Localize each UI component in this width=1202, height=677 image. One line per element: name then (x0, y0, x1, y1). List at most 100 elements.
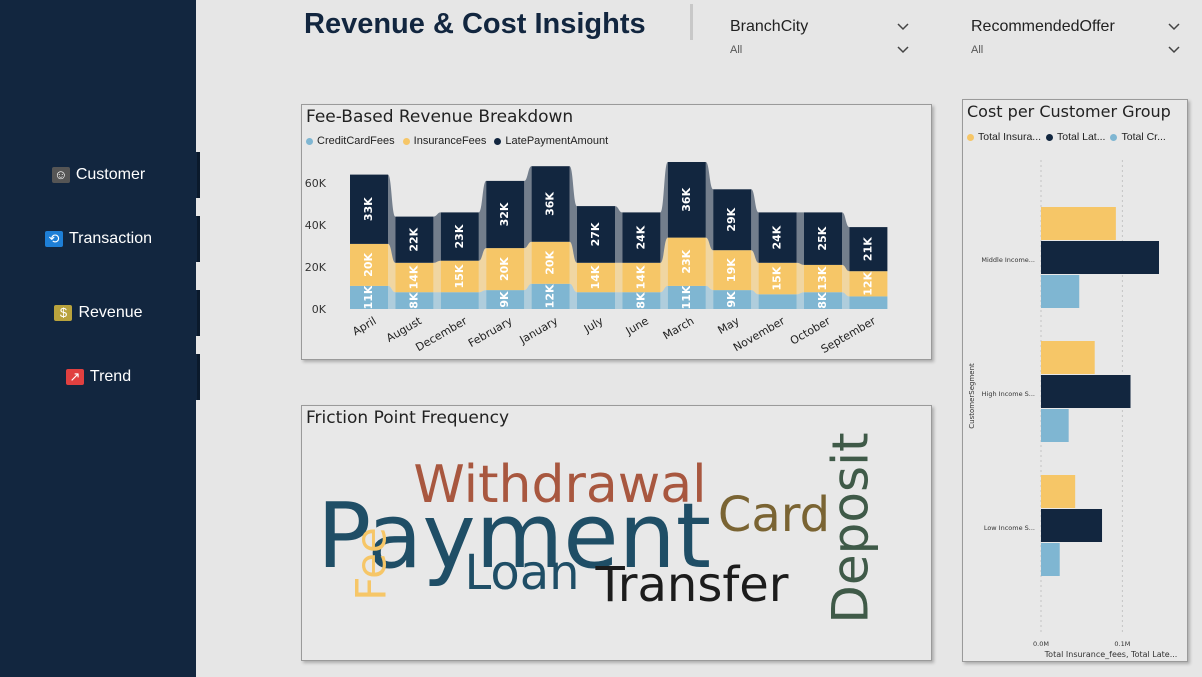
fee-ribbon-chart[interactable]: 0K20K40K60K11K20K33KApril8K14K22KAugust1… (302, 105, 931, 359)
bar-segment-LatePaymentAmount[interactable] (849, 227, 888, 272)
bar-segment-CreditCardFees[interactable] (577, 292, 615, 309)
chevron-down-icon[interactable] (1167, 43, 1181, 57)
legend-label: InsuranceFees (413, 135, 487, 147)
bar-Total Cr...[interactable] (1041, 275, 1080, 308)
nav-customer-button[interactable]: ☺ Customer (0, 152, 200, 198)
bar-segment-LatePaymentAmount[interactable] (758, 212, 797, 263)
bar-segment-InsuranceFees[interactable] (713, 250, 752, 291)
nav-label: Revenue (78, 304, 143, 321)
branchcity-slicer[interactable]: BranchCity All (730, 14, 910, 60)
legend-dot (1046, 133, 1054, 141)
bar-segment-CreditCardFees[interactable] (440, 292, 479, 309)
bar-segment-LatePaymentAmount[interactable] (486, 180, 525, 249)
bar-Total Cr...[interactable] (1041, 543, 1060, 576)
bar-segment-LatePaymentAmount[interactable] (531, 166, 570, 242)
cost-bar-chart[interactable]: Middle Income... High Income S... Low Inco… (963, 100, 1187, 661)
bar-segment-CreditCardFees[interactable] (350, 285, 388, 309)
bar-segment-CreditCardFees[interactable] (713, 290, 752, 309)
chevron-down-icon[interactable] (1167, 20, 1181, 34)
data-label: 21K (861, 237, 874, 261)
ribbon-CreditCardFees (751, 290, 759, 309)
ribbon-InsuranceFees (660, 237, 668, 293)
bar-segment-CreditCardFees[interactable] (531, 283, 570, 309)
bar-segment-CreditCardFees[interactable] (849, 296, 888, 309)
bar-Total Cr...[interactable] (1041, 409, 1069, 442)
sidebar (0, 0, 196, 677)
y-tick-label: Low Income S... (984, 524, 1035, 532)
ribbon-CreditCardFees (569, 283, 577, 309)
word-card[interactable]: Card (718, 487, 830, 543)
chevron-down-icon[interactable] (896, 20, 910, 34)
bar-Total Insura...[interactable] (1041, 207, 1116, 240)
bar-segment-CreditCardFees[interactable] (395, 292, 434, 309)
word-withdrawal[interactable]: Withdrawal (413, 455, 706, 515)
bar-segment-LatePaymentAmount[interactable] (713, 189, 752, 251)
data-label: 11K (362, 285, 375, 309)
bar-segment-LatePaymentAmount[interactable] (622, 212, 661, 263)
word-loan[interactable]: Loan (464, 545, 579, 601)
y-tick-label: 60K (305, 177, 327, 190)
friction-wordcloud-card: Friction Point Frequency Payment Withdraw… (301, 405, 932, 661)
bar-segment-CreditCardFees[interactable] (804, 292, 842, 309)
bar-segment-LatePaymentAmount[interactable] (440, 212, 479, 261)
ribbon-LatePaymentAmount (705, 162, 714, 251)
bar-segment-InsuranceFees[interactable] (350, 243, 388, 286)
legend-item-late[interactable]: LatePaymentAmount (494, 135, 608, 147)
bar-Total Insura...[interactable] (1041, 475, 1076, 508)
bar-segment-InsuranceFees[interactable] (667, 237, 706, 286)
legend-label: Total Lat... (1057, 131, 1106, 143)
word-transfer[interactable]: Transfer (594, 557, 788, 613)
bar-segment-LatePaymentAmount[interactable] (804, 212, 842, 265)
bar-Total Lat...[interactable] (1041, 509, 1103, 542)
bar-segment-InsuranceFees[interactable] (849, 271, 888, 297)
chevron-down-icon[interactable] (896, 43, 910, 57)
bar-segment-InsuranceFees[interactable] (577, 262, 615, 293)
slicer-label: RecommendedOffer (971, 18, 1115, 35)
recommendedoffer-slicer[interactable]: RecommendedOffer All (971, 14, 1181, 60)
word-payment[interactable]: Payment (317, 484, 711, 589)
ribbon-LatePaymentAmount (524, 166, 532, 249)
bar-segment-CreditCardFees[interactable] (622, 292, 661, 309)
ribbon-InsuranceFees (388, 243, 396, 293)
x-tick-label: 0.0M (1033, 640, 1049, 648)
ribbon-LatePaymentAmount (615, 206, 623, 263)
legend-item-insurance[interactable]: InsuranceFees (402, 135, 487, 147)
bar-Total Lat...[interactable] (1041, 241, 1159, 274)
legend-dot (306, 137, 313, 145)
legend-item-late[interactable]: Total Lat... (1046, 131, 1105, 143)
bar-segment-CreditCardFees[interactable] (486, 290, 525, 309)
bar-segment-InsuranceFees[interactable] (622, 262, 661, 293)
legend-item-insurance[interactable]: Total Insura... (967, 131, 1041, 143)
data-label: 8K (816, 292, 829, 309)
nav-trend-button[interactable]: ↗ Trend (0, 354, 200, 400)
legend-item-credit[interactable]: CreditCardFees (306, 135, 395, 147)
bar-segment-InsuranceFees[interactable] (395, 262, 434, 293)
nav-revenue-button[interactable]: $ Revenue (0, 290, 200, 336)
bar-segment-LatePaymentAmount[interactable] (667, 162, 706, 238)
data-label: 22K (407, 227, 420, 251)
x-tick-label: May (715, 314, 742, 337)
bar-Total Insura...[interactable] (1041, 341, 1095, 374)
bar-segment-CreditCardFees[interactable] (667, 285, 706, 309)
bar-segment-InsuranceFees[interactable] (486, 248, 525, 291)
cost-customer-card: Cost per Customer Group Total Insura... … (962, 99, 1188, 662)
slicer-label: BranchCity (730, 18, 809, 35)
nav-transaction-button[interactable]: ⟲ Transaction (0, 216, 200, 262)
bar-segment-InsuranceFees[interactable] (531, 241, 570, 284)
ribbon-CreditCardFees (796, 292, 804, 309)
bar-segment-LatePaymentAmount[interactable] (350, 174, 388, 244)
word-deposit[interactable]: Deposit (822, 432, 880, 623)
ribbon-LatePaymentAmount (751, 189, 759, 263)
legend-item-credit[interactable]: Total Cr... (1110, 131, 1166, 143)
legend-dot (1110, 133, 1118, 141)
bar-segment-CreditCardFees[interactable] (758, 294, 797, 309)
bar-segment-LatePaymentAmount[interactable] (395, 216, 434, 263)
bar-segment-InsuranceFees[interactable] (440, 260, 479, 293)
bar-segment-InsuranceFees[interactable] (758, 262, 797, 295)
bar-segment-InsuranceFees[interactable] (804, 264, 842, 293)
word-fee[interactable]: Fee (347, 527, 396, 601)
bar-segment-LatePaymentAmount[interactable] (577, 206, 615, 263)
bar-Total Lat...[interactable] (1041, 375, 1131, 408)
ribbon-InsuranceFees (842, 264, 850, 297)
